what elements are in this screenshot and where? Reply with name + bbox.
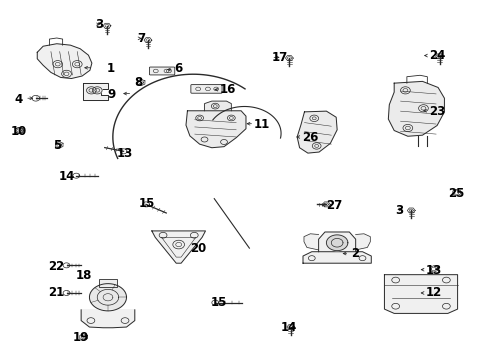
Polygon shape [297, 111, 336, 153]
Polygon shape [73, 173, 80, 178]
Text: 17: 17 [271, 51, 287, 64]
Polygon shape [429, 266, 437, 272]
Polygon shape [303, 252, 370, 263]
Bar [99, 279, 117, 287]
Polygon shape [15, 128, 23, 133]
Text: 24: 24 [428, 49, 444, 62]
Polygon shape [185, 111, 245, 148]
Text: 11: 11 [253, 118, 269, 131]
Polygon shape [152, 231, 205, 263]
Polygon shape [407, 208, 414, 213]
Text: 8: 8 [134, 76, 142, 89]
Polygon shape [322, 202, 330, 207]
Circle shape [92, 87, 102, 94]
Polygon shape [142, 202, 149, 207]
Polygon shape [384, 275, 457, 314]
Polygon shape [435, 54, 443, 59]
Text: 6: 6 [173, 62, 182, 75]
Text: 4: 4 [14, 93, 22, 106]
Polygon shape [16, 127, 23, 134]
Text: 16: 16 [220, 83, 236, 96]
Text: 18: 18 [75, 269, 91, 282]
FancyBboxPatch shape [149, 67, 174, 75]
Polygon shape [211, 300, 218, 305]
Text: 10: 10 [10, 125, 27, 138]
FancyBboxPatch shape [190, 85, 222, 93]
Text: 12: 12 [425, 287, 441, 300]
Polygon shape [80, 334, 87, 340]
Polygon shape [318, 232, 355, 252]
Polygon shape [137, 79, 144, 86]
Circle shape [86, 87, 96, 94]
Text: 3: 3 [95, 18, 102, 31]
Text: 7: 7 [137, 32, 145, 45]
Text: 21: 21 [48, 287, 64, 300]
Polygon shape [37, 44, 92, 78]
Text: 14: 14 [58, 170, 75, 183]
Polygon shape [120, 149, 127, 154]
Text: 27: 27 [326, 199, 342, 212]
Polygon shape [387, 81, 444, 136]
Polygon shape [204, 101, 231, 111]
Text: 26: 26 [302, 131, 318, 144]
Text: 22: 22 [48, 260, 64, 273]
Text: 9: 9 [107, 88, 115, 101]
Polygon shape [452, 189, 460, 196]
Polygon shape [355, 234, 369, 250]
Polygon shape [89, 284, 126, 311]
Polygon shape [63, 263, 70, 268]
Polygon shape [286, 325, 294, 329]
Text: 14: 14 [281, 321, 297, 334]
Polygon shape [55, 141, 63, 148]
Polygon shape [63, 291, 70, 296]
Text: 20: 20 [189, 242, 206, 255]
Text: 13: 13 [117, 147, 133, 159]
Polygon shape [82, 83, 108, 100]
Text: 15: 15 [210, 296, 226, 309]
Polygon shape [285, 55, 293, 60]
Polygon shape [304, 234, 318, 250]
Polygon shape [81, 310, 135, 328]
Text: 5: 5 [53, 139, 61, 152]
Text: 19: 19 [73, 330, 89, 343]
Polygon shape [103, 23, 111, 28]
Text: 25: 25 [447, 187, 464, 200]
Polygon shape [326, 235, 347, 251]
Text: 23: 23 [428, 105, 444, 118]
Text: 13: 13 [425, 264, 441, 277]
Text: 1: 1 [107, 62, 115, 75]
Text: 2: 2 [350, 247, 358, 260]
Text: 3: 3 [395, 204, 403, 217]
Polygon shape [144, 38, 152, 42]
Text: 15: 15 [139, 197, 155, 210]
Polygon shape [32, 95, 40, 101]
